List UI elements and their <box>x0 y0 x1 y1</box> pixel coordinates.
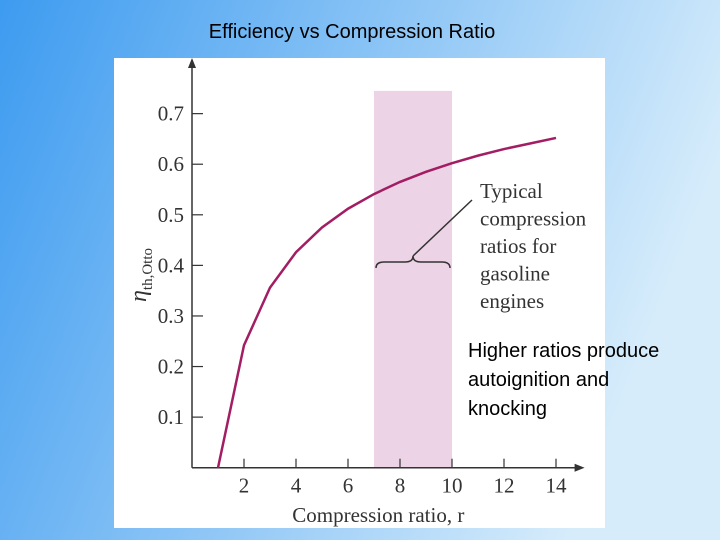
y-axis-symbol: η <box>126 290 152 302</box>
y-tick-label: 0.7 <box>158 102 184 126</box>
x-tick-label: 14 <box>546 474 568 498</box>
y-axis-label: ηth,Otto <box>126 248 156 302</box>
y-tick-label: 0.3 <box>158 304 184 328</box>
annotation-line: Typical <box>480 179 543 203</box>
y-tick-label: 0.1 <box>158 405 184 429</box>
annotation-line: ratios for <box>480 234 556 258</box>
x-tick-label: 10 <box>442 474 463 498</box>
x-tick-label: 8 <box>395 474 406 498</box>
y-tick-label: 0.4 <box>158 253 185 277</box>
note-line: Higher ratios produce <box>468 340 659 362</box>
y-tick-label: 0.5 <box>158 203 184 227</box>
chart-panel <box>114 58 605 528</box>
y-axis-subscript: th,Otto <box>140 248 156 290</box>
y-tick-label: 0.2 <box>158 355 184 379</box>
note-line: knocking <box>468 398 547 420</box>
note-line: autoignition and <box>468 369 609 391</box>
x-tick-label: 12 <box>494 474 515 498</box>
annotation-line: gasoline <box>480 262 550 286</box>
x-axis-arrow <box>574 463 585 472</box>
efficiency-curve <box>216 136 557 468</box>
annotation-line: engines <box>480 289 544 313</box>
y-axis-arrow <box>188 58 196 68</box>
slide-title: Efficiency vs Compression Ratio <box>209 21 495 43</box>
x-tick-label: 6 <box>343 474 354 498</box>
y-tick-label: 0.6 <box>158 152 184 176</box>
shaded-range <box>374 90 452 468</box>
x-axis-label: Compression ratio, r <box>292 503 464 527</box>
x-tick-label: 4 <box>291 474 302 498</box>
x-tick-label: 2 <box>239 474 250 498</box>
annotation-line: compression <box>480 207 587 231</box>
annotation-leader <box>412 199 473 257</box>
